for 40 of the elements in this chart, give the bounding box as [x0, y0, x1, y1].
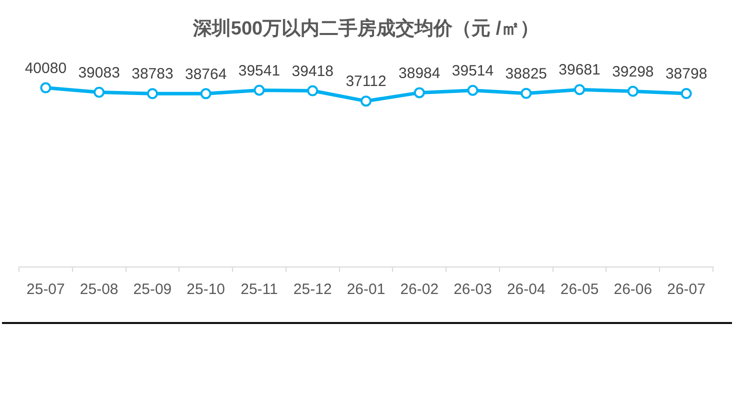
data-label: 38984 — [398, 64, 440, 82]
x-tick-label: 26-06 — [614, 281, 652, 298]
data-label: 37112 — [346, 73, 386, 90]
point — [94, 86, 105, 98]
x-tick-label: 25-12 — [293, 281, 332, 298]
chart-title: 深圳500万以内二手房成交均价（元 /㎡） — [192, 18, 540, 40]
x-tick-label: 25-10 — [186, 281, 226, 298]
data-label: 38783 — [132, 66, 174, 83]
data-label: 39298 — [612, 63, 654, 80]
x-tick-label: 25-11 — [240, 281, 278, 298]
data-label: 39541 — [238, 62, 280, 80]
data-label: 40080 — [24, 60, 67, 77]
data-label: 38798 — [665, 66, 708, 83]
point — [627, 86, 638, 97]
point — [520, 88, 532, 99]
x-tick-label: 26-01 — [346, 281, 386, 298]
data-label: 38764 — [184, 66, 227, 83]
point — [574, 84, 586, 96]
point — [307, 85, 318, 96]
data-label: 38825 — [505, 66, 548, 83]
point — [414, 87, 425, 98]
point — [40, 82, 52, 94]
data-label: 39514 — [452, 62, 494, 80]
x-tick-label: 25-08 — [80, 281, 118, 298]
data-label: 39083 — [78, 64, 120, 82]
x-tick-label: 26-07 — [667, 281, 706, 298]
data-label: 39681 — [558, 62, 600, 79]
x-tick-label: 26-03 — [454, 281, 492, 298]
x-tick-label: 26-05 — [560, 281, 599, 298]
x-tick-label: 25-07 — [26, 281, 65, 298]
point — [467, 84, 478, 96]
point — [360, 96, 372, 107]
point — [200, 88, 212, 100]
x-tick-label: 25-09 — [133, 281, 172, 298]
point — [680, 88, 692, 100]
point — [146, 88, 158, 100]
x-tick-label: 26-04 — [506, 281, 546, 298]
data-label: 39418 — [292, 62, 334, 80]
point — [254, 84, 265, 96]
x-tick-label: 26-02 — [400, 281, 439, 298]
